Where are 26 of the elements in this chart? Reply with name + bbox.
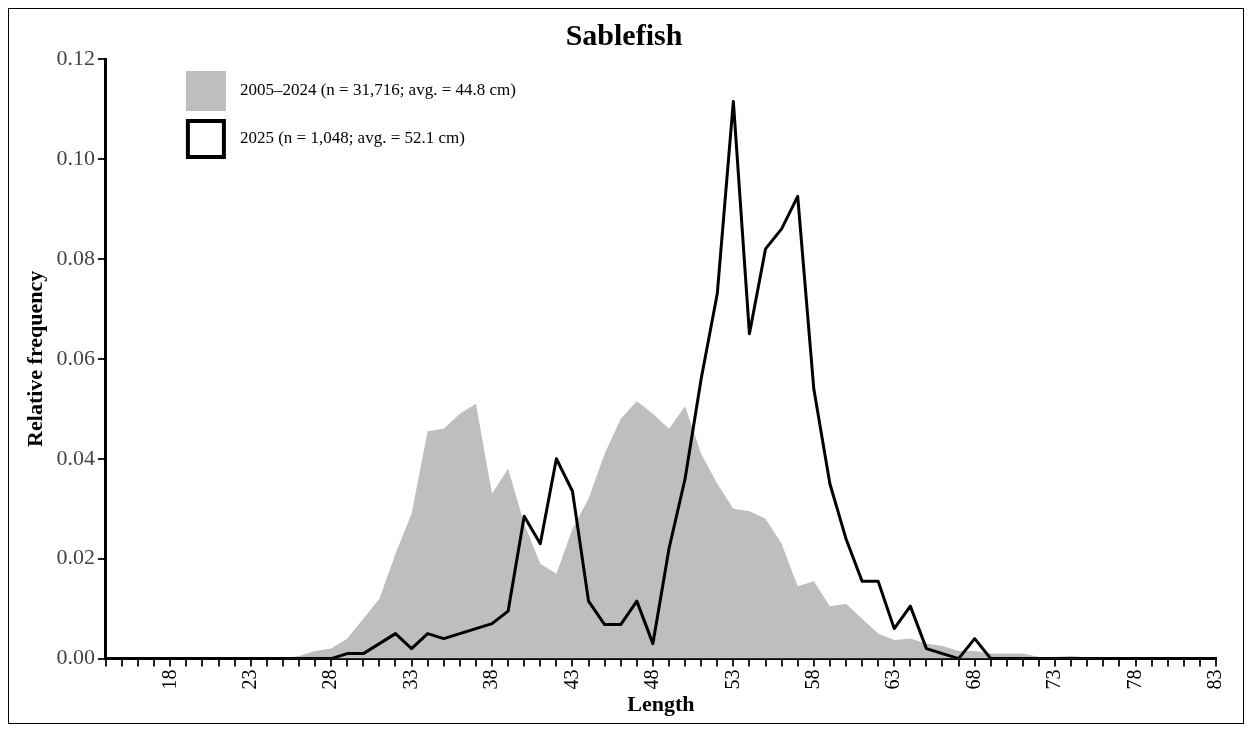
legend-label: 2025 (n = 1,048; avg. = 52.1 cm) [239,128,465,148]
x-tick-label: 68 [961,669,984,690]
x-tick-label: 53 [720,669,743,690]
y-tick-label: 0.12 [56,44,95,70]
y-tick-label: 0.08 [56,244,95,270]
y-tick-label: 0.02 [56,544,95,570]
x-tick-label: 48 [640,669,663,690]
x-tick-label: 58 [801,669,824,690]
legend-label: 2005–2024 (n = 31,716; avg. = 44.8 cm) [239,80,516,100]
x-tick-label: 63 [881,669,904,690]
x-tick-label: 73 [1042,669,1065,690]
x-axis-title: Length [627,691,695,717]
x-tick-label: 78 [1122,669,1145,690]
x-tick-label: 28 [318,669,341,690]
x-tick-label: 18 [157,669,180,690]
y-tick-label: 0.00 [56,644,95,670]
y-axis-title: Relative frequency [21,270,47,447]
y-tick-label: 0.06 [56,344,95,370]
y-tick-label: 0.10 [56,144,95,170]
x-tick-label: 33 [398,669,421,690]
x-tick-label: 43 [559,669,582,690]
x-tick-label: 83 [1203,669,1226,690]
x-tick-label: 23 [237,669,260,690]
x-tick-label: 38 [479,669,502,690]
chart-title: Sablefish [565,17,683,51]
y-tick-label: 0.04 [56,444,95,470]
